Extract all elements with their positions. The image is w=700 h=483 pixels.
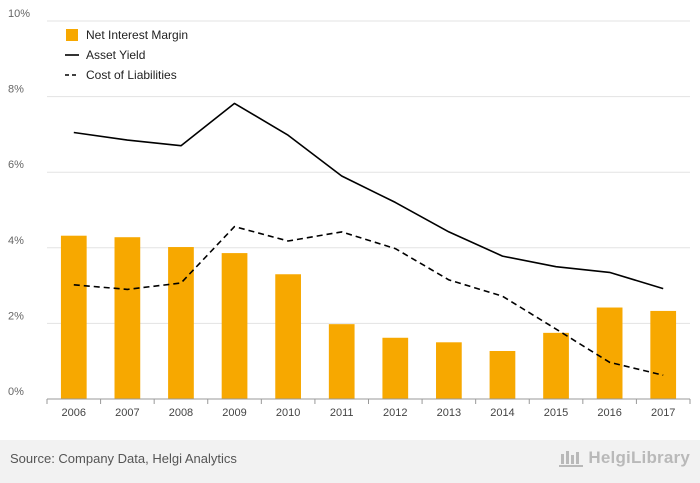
source-note: Source: Company Data, Helgi Analytics <box>10 451 237 466</box>
x-tick-label: 2008 <box>169 407 193 419</box>
brand-name: HelgiLibrary <box>588 448 690 467</box>
line-asset-yield <box>73 102 664 290</box>
brand-logo[interactable]: HelgiLibrary <box>558 448 690 468</box>
bar-net-interest-margin <box>543 332 569 399</box>
x-tick-label: 2017 <box>651 407 675 419</box>
y-tick-label: 10% <box>8 8 30 20</box>
x-tick-label: 2009 <box>222 407 246 419</box>
legend-swatch-bar <box>66 29 78 41</box>
y-tick-label: 4% <box>8 235 24 247</box>
bar-net-interest-margin <box>60 235 87 399</box>
legend-label: Asset Yield <box>86 48 145 62</box>
x-tick-label: 2010 <box>276 407 300 419</box>
y-tick-label: 8% <box>8 84 24 96</box>
x-tick-label: 2012 <box>383 407 407 419</box>
bar-net-interest-margin <box>114 237 141 399</box>
chart-footer: Source: Company Data, Helgi Analytics He… <box>0 440 700 483</box>
x-tick-label: 2016 <box>597 407 621 419</box>
bar-net-interest-margin <box>275 274 301 399</box>
bar-net-interest-margin <box>489 350 516 399</box>
bar-net-interest-margin <box>650 310 677 399</box>
x-tick-label: 2014 <box>490 407 514 419</box>
library-icon <box>559 451 584 467</box>
bar-net-interest-margin <box>221 253 248 399</box>
legend-label: Cost of Liabilities <box>86 68 177 82</box>
bar-net-interest-margin <box>168 247 194 399</box>
chart-area: 0% 2% 4% 6% 8% 10% 2006 2007 2008 2009 2010 2011 201… <box>8 8 691 419</box>
legend-label: Net Interest Margin <box>86 28 188 42</box>
y-tick-label: 6% <box>8 159 24 171</box>
x-tick-label: 2007 <box>115 407 139 419</box>
combo-chart: 0% 2% 4% 6% 8% 10% 2006 2007 2008 2009 2010 2011 201… <box>8 8 691 419</box>
x-tick-label: 2011 <box>330 407 354 419</box>
bar-net-interest-margin <box>436 342 462 399</box>
y-tick-label: 0% <box>8 386 24 398</box>
y-tick-label: 2% <box>8 310 24 322</box>
bar-net-interest-margin <box>328 324 355 399</box>
x-tick-label: 2006 <box>62 407 86 419</box>
x-tick-label: 2013 <box>437 407 461 419</box>
line-cost-of-liabilities <box>73 225 664 376</box>
x-tick-label: 2015 <box>544 407 568 419</box>
bar-net-interest-margin <box>596 307 623 399</box>
bar-net-interest-margin <box>382 337 409 399</box>
